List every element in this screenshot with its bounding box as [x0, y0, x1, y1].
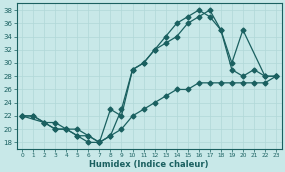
X-axis label: Humidex (Indice chaleur): Humidex (Indice chaleur) — [89, 159, 209, 169]
